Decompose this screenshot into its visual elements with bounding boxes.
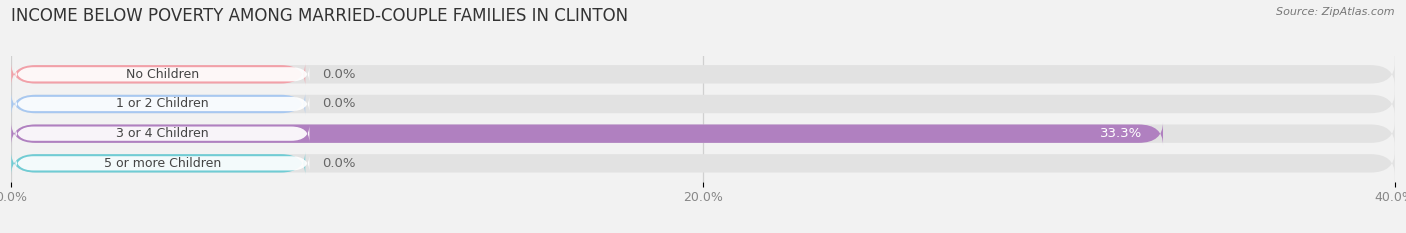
Text: INCOME BELOW POVERTY AMONG MARRIED-COUPLE FAMILIES IN CLINTON: INCOME BELOW POVERTY AMONG MARRIED-COUPL… — [11, 7, 628, 25]
Text: 0.0%: 0.0% — [322, 157, 356, 170]
FancyBboxPatch shape — [15, 155, 309, 172]
Text: 0.0%: 0.0% — [322, 97, 356, 110]
Text: 5 or more Children: 5 or more Children — [104, 157, 221, 170]
FancyBboxPatch shape — [15, 125, 309, 142]
FancyBboxPatch shape — [15, 66, 309, 83]
Text: No Children: No Children — [125, 68, 200, 81]
FancyBboxPatch shape — [11, 93, 305, 116]
Text: Source: ZipAtlas.com: Source: ZipAtlas.com — [1277, 7, 1395, 17]
FancyBboxPatch shape — [11, 93, 1395, 116]
FancyBboxPatch shape — [11, 152, 1395, 175]
FancyBboxPatch shape — [11, 152, 305, 175]
FancyBboxPatch shape — [11, 63, 305, 86]
FancyBboxPatch shape — [11, 122, 1395, 145]
Text: 0.0%: 0.0% — [322, 68, 356, 81]
Text: 1 or 2 Children: 1 or 2 Children — [117, 97, 208, 110]
FancyBboxPatch shape — [11, 63, 1395, 86]
Text: 33.3%: 33.3% — [1099, 127, 1142, 140]
FancyBboxPatch shape — [15, 96, 309, 113]
FancyBboxPatch shape — [11, 122, 1163, 145]
Text: 3 or 4 Children: 3 or 4 Children — [117, 127, 208, 140]
